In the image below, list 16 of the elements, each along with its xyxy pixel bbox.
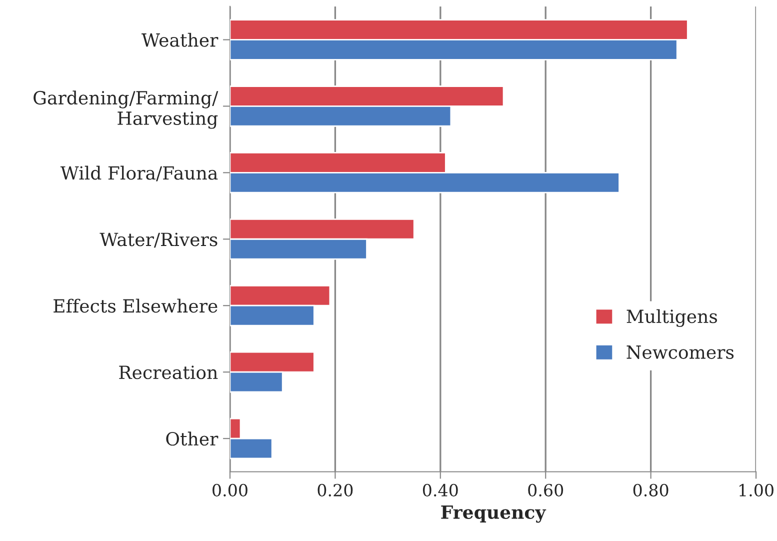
y-tick-label: Effects Elsewhere — [54, 298, 218, 313]
x-tick-label: 0.80 — [633, 484, 668, 496]
legend-label: Multigens — [626, 309, 718, 327]
x-tick-label: 0.40 — [422, 484, 458, 496]
x-axis-title: Frequency — [441, 506, 546, 523]
x-tick-label: 0.20 — [318, 484, 353, 496]
y-tick-label: Water/Rivers — [100, 232, 218, 248]
legend-label: Newcomers — [626, 346, 734, 359]
y-tick-label: Wild Flora/Fauna — [60, 166, 218, 182]
x-tick-label: 0.60 — [528, 484, 564, 496]
y-tick-label: Other — [166, 432, 218, 446]
y-tick-label: Gardening/Farming/ Harvesting — [34, 90, 218, 129]
x-tick-label: 1.00 — [740, 484, 774, 496]
x-tick-label: 0.00 — [212, 484, 248, 496]
y-tick-label: Recreation — [119, 366, 218, 380]
y-tick-label: Weather — [142, 32, 218, 47]
